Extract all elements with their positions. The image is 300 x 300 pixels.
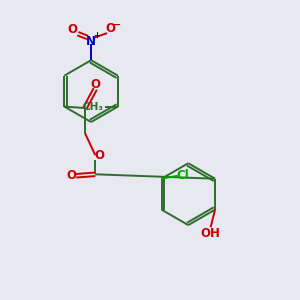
Text: O: O: [68, 23, 78, 36]
Text: −: −: [113, 20, 122, 30]
Text: O: O: [95, 149, 105, 162]
Text: +: +: [93, 31, 100, 40]
Text: OH: OH: [201, 227, 220, 240]
Text: O: O: [90, 78, 100, 91]
Text: O: O: [67, 169, 77, 182]
Text: N: N: [86, 34, 96, 48]
Text: O: O: [106, 22, 116, 35]
Text: CH₃: CH₃: [82, 102, 103, 112]
Text: Cl: Cl: [176, 169, 189, 182]
